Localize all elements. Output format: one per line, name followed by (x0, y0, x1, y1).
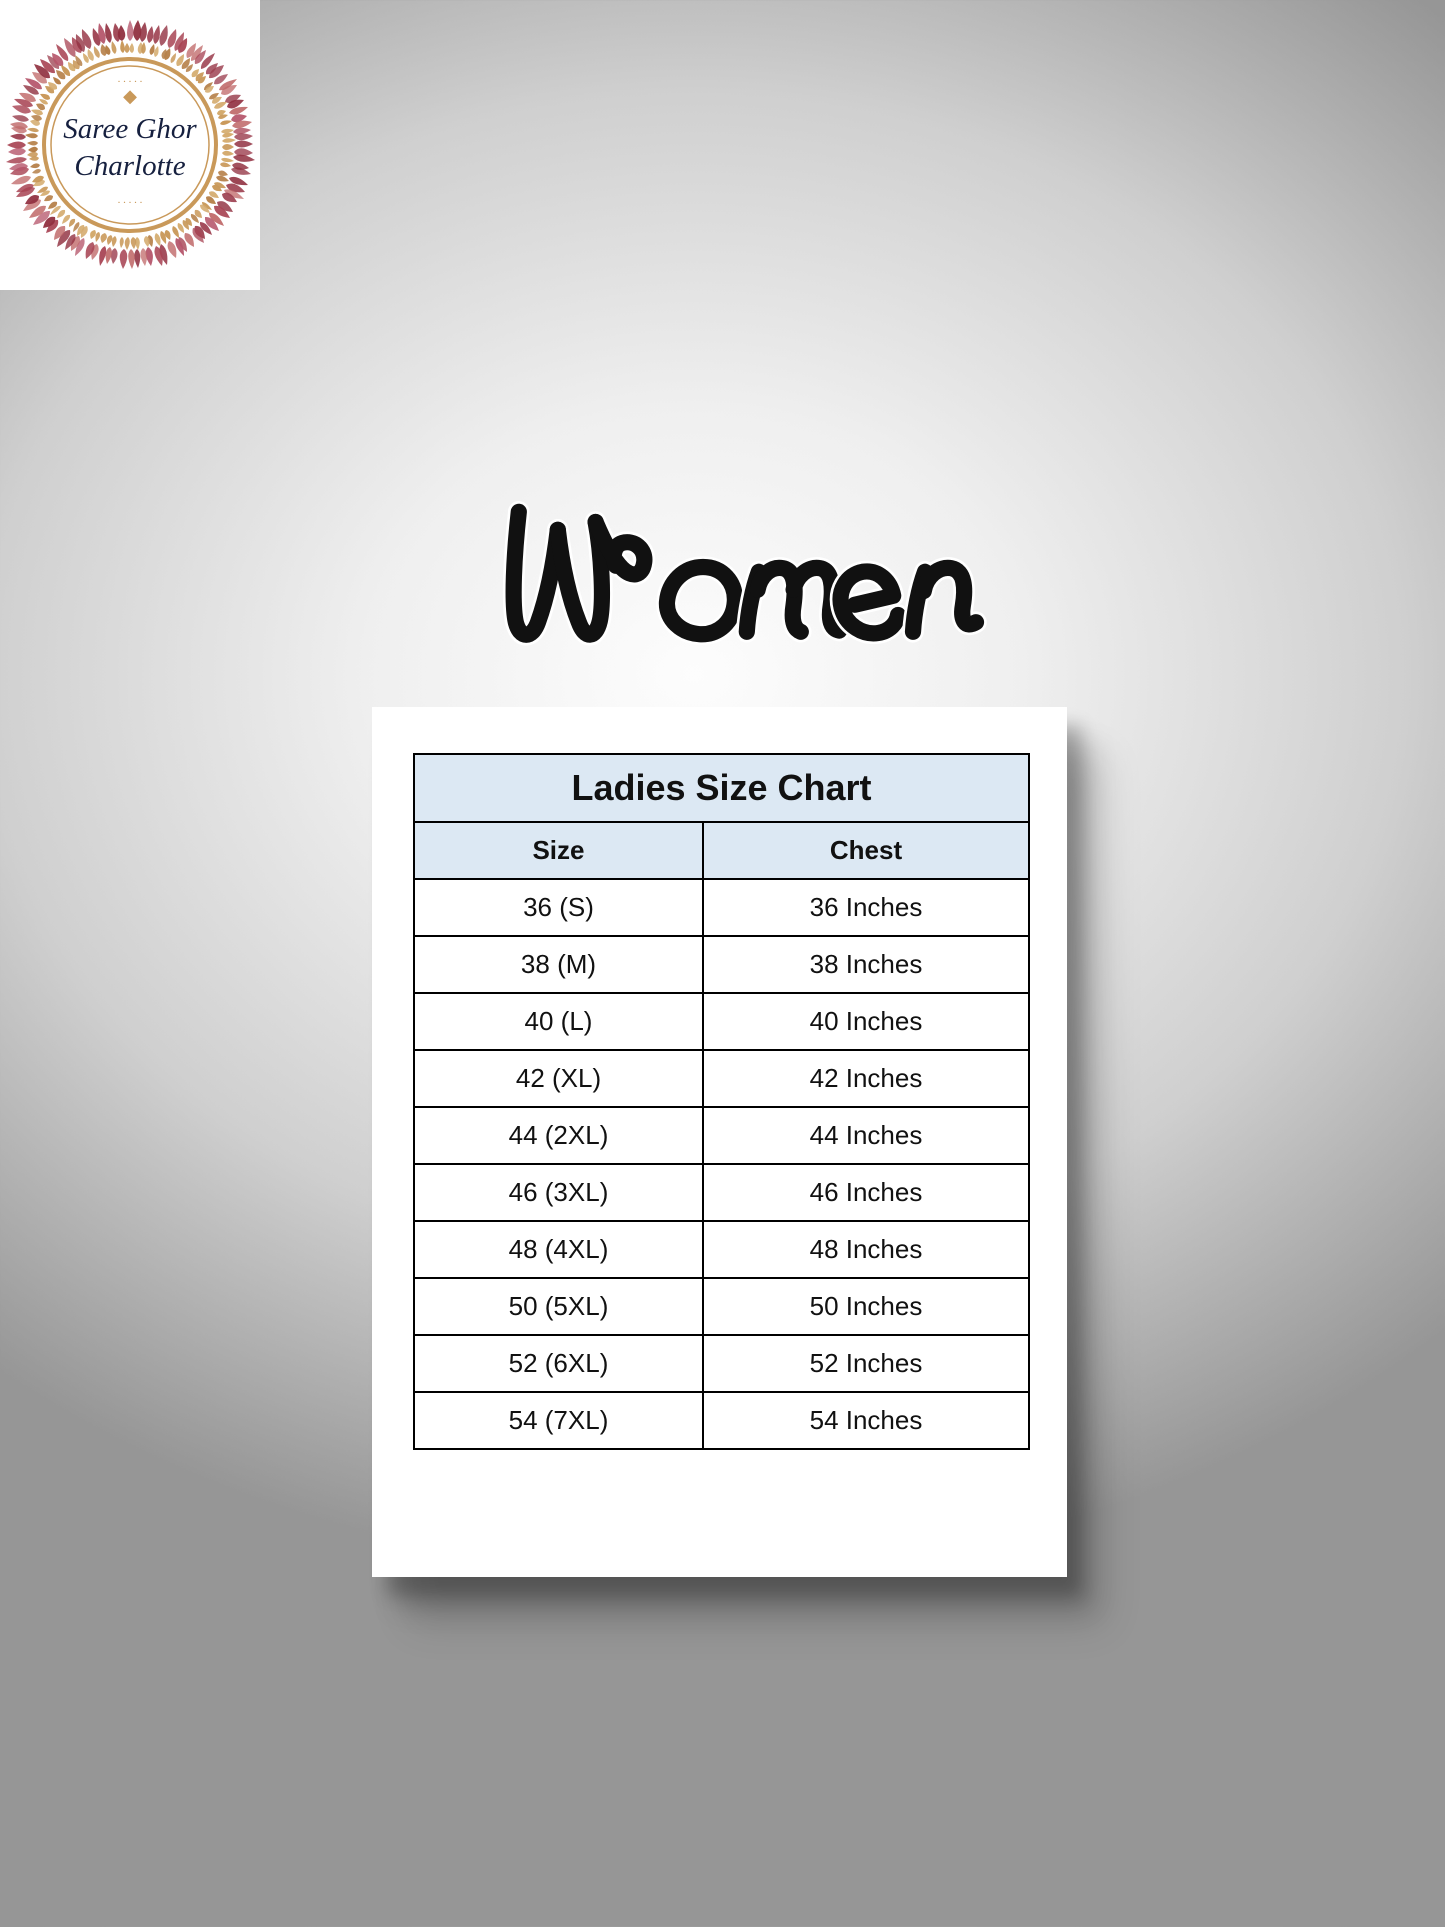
svg-text:◆: ◆ (123, 86, 137, 106)
svg-text:Charlotte: Charlotte (74, 150, 185, 182)
svg-text:. . . . .: . . . . . (118, 73, 143, 85)
svg-text:. . . . .: . . . . . (118, 194, 143, 206)
svg-text:Saree Ghor: Saree Ghor (63, 113, 197, 145)
